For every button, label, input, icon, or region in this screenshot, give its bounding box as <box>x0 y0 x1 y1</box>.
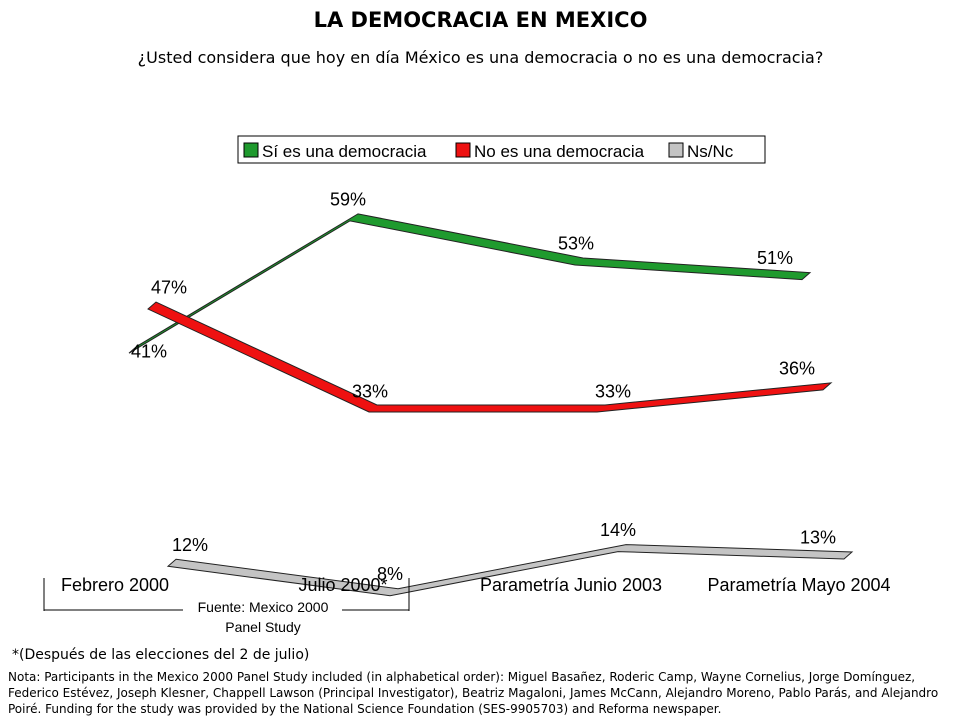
data-label: 41% <box>131 342 167 362</box>
category-label: Julio 2000* <box>298 575 387 595</box>
data-label: 33% <box>352 381 388 401</box>
source-label-line1: Fuente: Mexico 2000 <box>198 599 329 615</box>
data-label: 36% <box>779 358 815 378</box>
footnote: *(Después de las elecciones del 2 de jul… <box>12 647 310 663</box>
series-lines <box>128 213 854 597</box>
data-label: 33% <box>595 381 631 401</box>
chart-subtitle: ¿Usted considera que hoy en día México e… <box>137 48 824 67</box>
category-axis: Febrero 2000 Julio 2000* Parametría Junio … <box>61 575 891 595</box>
series-line-1 <box>128 213 812 354</box>
line-chart: Sí es una democracia No es una democracia… <box>43 135 891 635</box>
legend-label: Ns/Nc <box>687 142 734 161</box>
series-line-3 <box>166 544 854 597</box>
legend: Sí es una democracia No es una democracia… <box>237 135 766 164</box>
data-label: 12% <box>172 535 208 555</box>
source-bracket: Fuente: Mexico 2000 Panel Study <box>43 578 410 635</box>
series-line-2 <box>147 301 833 413</box>
legend-swatch <box>243 142 259 158</box>
data-label: 8% <box>377 564 403 584</box>
chart-title: LA DEMOCRACIA EN MEXICO <box>313 8 648 32</box>
data-label: 59% <box>330 189 366 209</box>
category-label: Parametría Mayo 2004 <box>707 575 890 595</box>
data-label: 53% <box>558 233 594 253</box>
data-label: 14% <box>600 520 636 540</box>
data-label: 51% <box>757 248 793 268</box>
source-label-line2: Panel Study <box>225 619 301 635</box>
legend-swatch <box>455 142 471 158</box>
legend-label: No es una democracia <box>474 142 645 161</box>
data-label: 13% <box>800 527 836 547</box>
legend-label: Sí es una democracia <box>262 142 427 161</box>
data-label: 47% <box>151 278 187 298</box>
credits-note: Nota: Participants in the Mexico 2000 Pa… <box>8 670 939 716</box>
category-label: Parametría Junio 2003 <box>480 575 662 595</box>
category-label: Febrero 2000 <box>61 575 169 595</box>
data-labels: 41% 59% 53% 51% 47% 33% 33% 36% 12% 8% 14% 13% <box>131 189 836 584</box>
legend-swatch <box>668 142 684 158</box>
